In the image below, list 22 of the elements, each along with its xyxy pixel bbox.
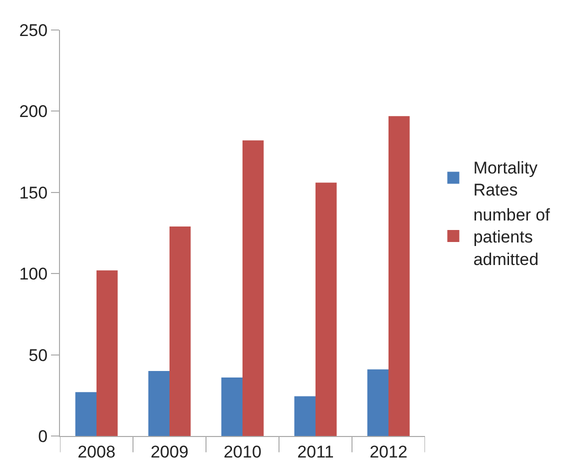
x-tick-label: 2012 <box>370 442 408 462</box>
bar <box>242 140 264 436</box>
x-tick-label: 2009 <box>150 442 188 462</box>
bar <box>148 371 170 436</box>
y-tick-label: 200 <box>19 102 48 122</box>
bar <box>96 270 118 436</box>
bar <box>367 369 388 436</box>
y-tick-label: 250 <box>19 20 48 40</box>
y-tick-label: 100 <box>19 264 48 284</box>
y-tick-label: 0 <box>38 426 48 446</box>
bar <box>170 226 191 436</box>
bar <box>75 392 96 436</box>
bar <box>388 116 410 436</box>
x-tick-label: 2011 <box>297 442 334 462</box>
y-tick-label: 150 <box>19 183 48 202</box>
x-tick-label: 2010 <box>224 442 262 462</box>
x-tick-label: 2008 <box>78 442 116 462</box>
bar <box>316 182 337 436</box>
y-tick-label: 50 <box>28 346 48 365</box>
legend-label: number of patients admitted <box>473 206 550 269</box>
bar <box>221 378 242 436</box>
bar <box>294 396 316 436</box>
